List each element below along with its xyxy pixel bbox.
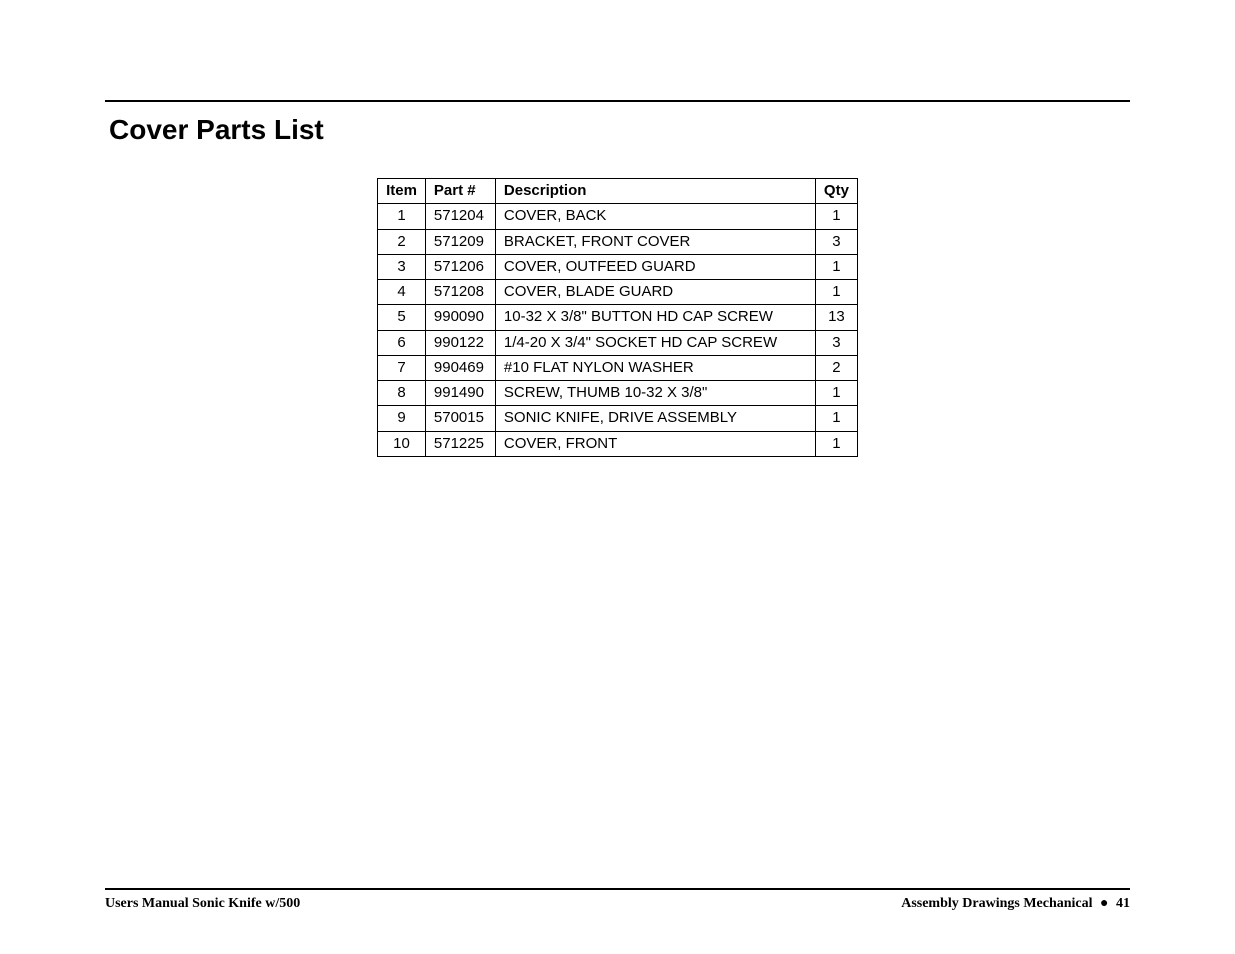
cell-qty: 1: [815, 280, 857, 305]
cell-item: 4: [378, 280, 426, 305]
cell-qty: 13: [815, 305, 857, 330]
cell-desc: SCREW, THUMB 10-32 X 3/8": [495, 381, 815, 406]
footer-left-text: Users Manual Sonic Knife w/500: [105, 896, 300, 912]
cell-item: 8: [378, 381, 426, 406]
cell-item: 1: [378, 204, 426, 229]
cell-item: 3: [378, 254, 426, 279]
cell-item: 10: [378, 431, 426, 456]
table-row: 4 571208 COVER, BLADE GUARD 1: [378, 280, 858, 305]
cell-desc: 10-32 X 3/8" BUTTON HD CAP SCREW: [495, 305, 815, 330]
cell-qty: 1: [815, 381, 857, 406]
col-header-qty: Qty: [815, 179, 857, 204]
table-row: 2 571209 BRACKET, FRONT COVER 3: [378, 229, 858, 254]
table-row: 9 570015 SONIC KNIFE, DRIVE ASSEMBLY 1: [378, 406, 858, 431]
cell-desc: 1/4-20 X 3/4" SOCKET HD CAP SCREW: [495, 330, 815, 355]
cell-desc: BRACKET, FRONT COVER: [495, 229, 815, 254]
cell-qty: 1: [815, 431, 857, 456]
col-header-desc: Description: [495, 179, 815, 204]
table-row: 1 571204 COVER, BACK 1: [378, 204, 858, 229]
footer-right: Assembly Drawings Mechanical ● 41: [901, 896, 1130, 912]
cell-desc: COVER, BACK: [495, 204, 815, 229]
cell-part: 990122: [425, 330, 495, 355]
table-row: 7 990469 #10 FLAT NYLON WASHER 2: [378, 355, 858, 380]
page-footer: Users Manual Sonic Knife w/500 Assembly …: [105, 888, 1130, 912]
cell-part: 571204: [425, 204, 495, 229]
footer-page: 41: [1116, 896, 1130, 911]
table-row: 10 571225 COVER, FRONT 1: [378, 431, 858, 456]
cell-desc: COVER, BLADE GUARD: [495, 280, 815, 305]
cell-desc: COVER, FRONT: [495, 431, 815, 456]
cell-qty: 1: [815, 204, 857, 229]
cell-part: 570015: [425, 406, 495, 431]
parts-table-wrap: Item Part # Description Qty 1 571204 COV…: [105, 178, 1130, 457]
cell-qty: 1: [815, 254, 857, 279]
col-header-item: Item: [378, 179, 426, 204]
page: Cover Parts List Item Part # Description…: [0, 0, 1235, 954]
page-title: Cover Parts List: [109, 114, 1130, 146]
cell-item: 5: [378, 305, 426, 330]
cell-part: 571208: [425, 280, 495, 305]
bullet-icon: ●: [1100, 896, 1108, 911]
cell-item: 7: [378, 355, 426, 380]
parts-table: Item Part # Description Qty 1 571204 COV…: [377, 178, 858, 457]
cell-item: 9: [378, 406, 426, 431]
cell-part: 571206: [425, 254, 495, 279]
top-rule: [105, 100, 1130, 102]
col-header-part: Part #: [425, 179, 495, 204]
cell-desc: #10 FLAT NYLON WASHER: [495, 355, 815, 380]
cell-qty: 3: [815, 330, 857, 355]
cell-qty: 1: [815, 406, 857, 431]
cell-qty: 3: [815, 229, 857, 254]
table-row: 6 990122 1/4-20 X 3/4" SOCKET HD CAP SCR…: [378, 330, 858, 355]
table-row: 5 990090 10-32 X 3/8" BUTTON HD CAP SCRE…: [378, 305, 858, 330]
cell-part: 990469: [425, 355, 495, 380]
cell-part: 991490: [425, 381, 495, 406]
cell-desc: COVER, OUTFEED GUARD: [495, 254, 815, 279]
footer-row: Users Manual Sonic Knife w/500 Assembly …: [105, 896, 1130, 912]
cell-qty: 2: [815, 355, 857, 380]
footer-rule: [105, 888, 1130, 890]
cell-desc: SONIC KNIFE, DRIVE ASSEMBLY: [495, 406, 815, 431]
footer-section: Assembly Drawings Mechanical: [901, 896, 1092, 911]
cell-item: 2: [378, 229, 426, 254]
table-header-row: Item Part # Description Qty: [378, 179, 858, 204]
table-row: 8 991490 SCREW, THUMB 10-32 X 3/8" 1: [378, 381, 858, 406]
cell-item: 6: [378, 330, 426, 355]
table-row: 3 571206 COVER, OUTFEED GUARD 1: [378, 254, 858, 279]
cell-part: 571209: [425, 229, 495, 254]
cell-part: 571225: [425, 431, 495, 456]
cell-part: 990090: [425, 305, 495, 330]
